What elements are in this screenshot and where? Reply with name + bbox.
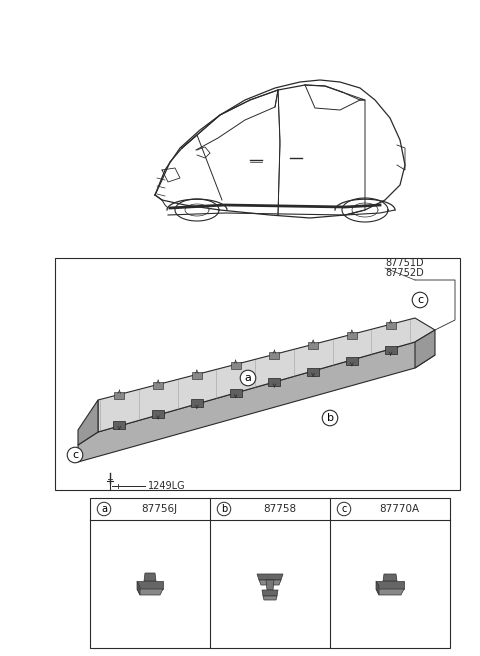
Bar — [90, 498, 450, 648]
Polygon shape — [78, 400, 98, 445]
Bar — [192, 371, 202, 379]
Text: c: c — [72, 450, 78, 460]
Text: 87756J: 87756J — [142, 504, 178, 514]
Polygon shape — [137, 581, 140, 595]
Bar — [153, 382, 163, 388]
Polygon shape — [415, 330, 435, 368]
Text: a: a — [245, 373, 252, 383]
Text: 87758: 87758 — [263, 504, 296, 514]
Text: b: b — [221, 504, 227, 514]
Polygon shape — [98, 318, 435, 432]
Polygon shape — [137, 589, 163, 595]
Bar — [268, 379, 280, 386]
Text: 87752D: 87752D — [385, 268, 424, 278]
Text: 1249LG: 1249LG — [148, 481, 186, 491]
Bar — [113, 420, 125, 428]
Polygon shape — [376, 581, 379, 595]
Text: 87770A: 87770A — [380, 504, 420, 514]
Bar — [114, 392, 124, 398]
Polygon shape — [259, 580, 281, 585]
Bar — [307, 367, 319, 376]
Polygon shape — [383, 574, 397, 581]
Polygon shape — [257, 574, 283, 580]
Bar — [385, 321, 396, 329]
Text: 87751D: 87751D — [385, 258, 424, 268]
Bar — [347, 331, 357, 338]
Bar — [55, 258, 460, 490]
Polygon shape — [78, 342, 435, 462]
Bar — [384, 346, 396, 354]
Bar — [346, 357, 358, 365]
Polygon shape — [137, 581, 163, 589]
Text: b: b — [326, 413, 334, 423]
Polygon shape — [376, 589, 404, 595]
Bar — [308, 342, 318, 348]
Bar — [269, 352, 279, 358]
Bar — [229, 389, 241, 397]
Text: a: a — [101, 504, 107, 514]
Bar — [191, 400, 203, 407]
Polygon shape — [262, 590, 278, 596]
Text: c: c — [417, 295, 423, 305]
Bar — [230, 361, 240, 369]
Polygon shape — [263, 596, 277, 600]
Polygon shape — [376, 581, 404, 589]
Polygon shape — [144, 573, 156, 581]
Polygon shape — [266, 580, 274, 590]
Text: c: c — [341, 504, 347, 514]
Bar — [152, 410, 164, 418]
